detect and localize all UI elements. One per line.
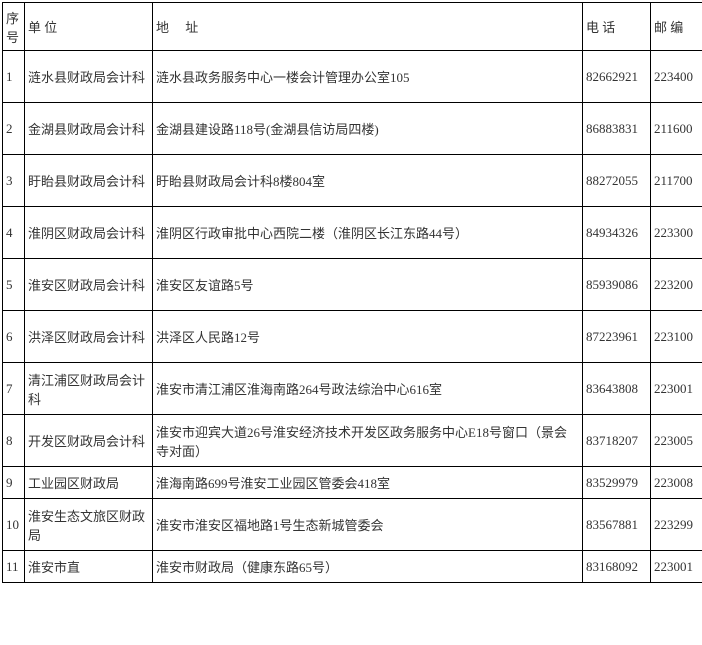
- cell-tel: 83567881: [583, 499, 651, 551]
- header-tel: 电 话: [583, 3, 651, 51]
- table-body: 1涟水县财政局会计科涟水县政务服务中心一楼会计管理办公室105826629212…: [3, 51, 702, 583]
- data-table: 序号 单 位 地 址 电 话 邮 编 1涟水县财政局会计科涟水县政务服务中心一楼…: [2, 2, 702, 583]
- cell-unit: 清江浦区财政局会计科: [25, 363, 153, 415]
- cell-addr: 淮安市淮安区福地路1号生态新城管委会: [153, 499, 583, 551]
- table-row: 6洪泽区财政局会计科洪泽区人民路12号87223961223100: [3, 311, 702, 363]
- header-addr: 地 址: [153, 3, 583, 51]
- header-zip: 邮 编: [651, 3, 702, 51]
- cell-addr: 涟水县政务服务中心一楼会计管理办公室105: [153, 51, 583, 103]
- cell-addr: 淮安市迎宾大道26号淮安经济技术开发区政务服务中心E18号窗口（景会寺对面）: [153, 415, 583, 467]
- cell-unit: 工业园区财政局: [25, 467, 153, 499]
- cell-tel: 86883831: [583, 103, 651, 155]
- cell-zip: 223008: [651, 467, 702, 499]
- cell-zip: 211600: [651, 103, 702, 155]
- cell-seq: 7: [3, 363, 25, 415]
- table-row: 11淮安市直淮安市财政局（健康东路65号）83168092223001: [3, 551, 702, 583]
- cell-zip: 223400: [651, 51, 702, 103]
- cell-seq: 11: [3, 551, 25, 583]
- cell-addr: 淮安区友谊路5号: [153, 259, 583, 311]
- cell-zip: 223300: [651, 207, 702, 259]
- table-row: 5淮安区财政局会计科淮安区友谊路5号85939086223200: [3, 259, 702, 311]
- cell-tel: 83529979: [583, 467, 651, 499]
- table-row: 2金湖县财政局会计科金湖县建设路118号(金湖县信访局四楼)8688383121…: [3, 103, 702, 155]
- cell-zip: 223299: [651, 499, 702, 551]
- cell-zip: 211700: [651, 155, 702, 207]
- cell-seq: 5: [3, 259, 25, 311]
- cell-tel: 83168092: [583, 551, 651, 583]
- cell-addr: 淮安市清江浦区淮海南路264号政法综治中心616室: [153, 363, 583, 415]
- cell-unit: 淮安区财政局会计科: [25, 259, 153, 311]
- cell-zip: 223001: [651, 363, 702, 415]
- cell-seq: 8: [3, 415, 25, 467]
- header-seq: 序号: [3, 3, 25, 51]
- cell-tel: 83718207: [583, 415, 651, 467]
- cell-zip: 223200: [651, 259, 702, 311]
- table-row: 10淮安生态文旅区财政局淮安市淮安区福地路1号生态新城管委会8356788122…: [3, 499, 702, 551]
- cell-unit: 淮阴区财政局会计科: [25, 207, 153, 259]
- header-unit: 单 位: [25, 3, 153, 51]
- cell-tel: 84934326: [583, 207, 651, 259]
- cell-tel: 85939086: [583, 259, 651, 311]
- cell-zip: 223100: [651, 311, 702, 363]
- cell-addr: 盱眙县财政局会计科8楼804室: [153, 155, 583, 207]
- table-header: 序号 单 位 地 址 电 话 邮 编: [3, 3, 702, 51]
- cell-addr: 淮安市财政局（健康东路65号）: [153, 551, 583, 583]
- table-row: 8开发区财政局会计科淮安市迎宾大道26号淮安经济技术开发区政务服务中心E18号窗…: [3, 415, 702, 467]
- header-row: 序号 单 位 地 址 电 话 邮 编: [3, 3, 702, 51]
- cell-addr: 淮海南路699号淮安工业园区管委会418室: [153, 467, 583, 499]
- cell-unit: 盱眙县财政局会计科: [25, 155, 153, 207]
- cell-seq: 10: [3, 499, 25, 551]
- cell-zip: 223005: [651, 415, 702, 467]
- table-row: 9工业园区财政局淮海南路699号淮安工业园区管委会418室83529979223…: [3, 467, 702, 499]
- cell-addr: 金湖县建设路118号(金湖县信访局四楼): [153, 103, 583, 155]
- cell-seq: 2: [3, 103, 25, 155]
- cell-unit: 洪泽区财政局会计科: [25, 311, 153, 363]
- cell-tel: 82662921: [583, 51, 651, 103]
- cell-tel: 88272055: [583, 155, 651, 207]
- cell-seq: 9: [3, 467, 25, 499]
- cell-unit: 淮安生态文旅区财政局: [25, 499, 153, 551]
- cell-addr: 淮阴区行政审批中心西院二楼（淮阴区长江东路44号）: [153, 207, 583, 259]
- cell-seq: 3: [3, 155, 25, 207]
- cell-unit: 涟水县财政局会计科: [25, 51, 153, 103]
- cell-seq: 4: [3, 207, 25, 259]
- cell-unit: 淮安市直: [25, 551, 153, 583]
- table-row: 4淮阴区财政局会计科淮阴区行政审批中心西院二楼（淮阴区长江东路44号）84934…: [3, 207, 702, 259]
- cell-addr: 洪泽区人民路12号: [153, 311, 583, 363]
- cell-tel: 83643808: [583, 363, 651, 415]
- cell-seq: 1: [3, 51, 25, 103]
- cell-zip: 223001: [651, 551, 702, 583]
- cell-unit: 金湖县财政局会计科: [25, 103, 153, 155]
- cell-seq: 6: [3, 311, 25, 363]
- table-row: 3盱眙县财政局会计科盱眙县财政局会计科8楼804室88272055211700: [3, 155, 702, 207]
- cell-tel: 87223961: [583, 311, 651, 363]
- table-row: 7清江浦区财政局会计科淮安市清江浦区淮海南路264号政法综治中心616室8364…: [3, 363, 702, 415]
- cell-unit: 开发区财政局会计科: [25, 415, 153, 467]
- table-row: 1涟水县财政局会计科涟水县政务服务中心一楼会计管理办公室105826629212…: [3, 51, 702, 103]
